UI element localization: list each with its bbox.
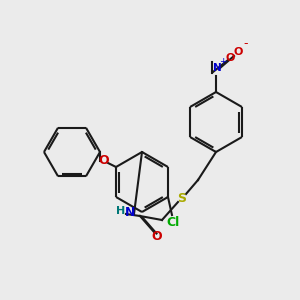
Text: O: O	[99, 154, 109, 167]
Text: H: H	[116, 206, 126, 216]
Text: N: N	[125, 206, 135, 220]
Text: Cl: Cl	[167, 217, 180, 230]
Text: -: -	[244, 38, 248, 50]
Text: O: O	[152, 230, 162, 244]
Text: N: N	[213, 63, 221, 73]
Text: O: O	[225, 53, 235, 63]
Text: O: O	[233, 47, 243, 57]
Text: S: S	[178, 191, 187, 205]
Text: +: +	[219, 58, 227, 67]
